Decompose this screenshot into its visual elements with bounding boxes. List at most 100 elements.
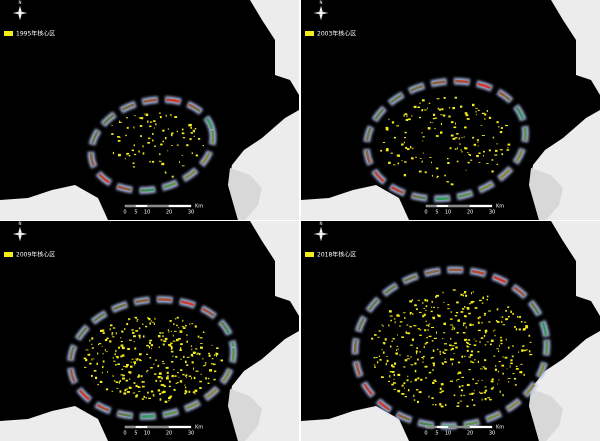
urban-patch (386, 356, 388, 357)
urban-patch (407, 332, 411, 335)
urban-patch (399, 321, 403, 323)
urban-patch (377, 336, 380, 338)
urban-patch (457, 372, 459, 375)
urban-patch (382, 325, 384, 327)
urban-patch (135, 384, 138, 387)
urban-patch (149, 322, 151, 325)
urban-patch (138, 327, 141, 330)
urban-patch (158, 160, 162, 162)
urban-patch (401, 336, 404, 338)
urban-patch (466, 307, 470, 310)
urban-patch (396, 349, 397, 351)
urban-patch (438, 108, 442, 111)
urban-patch (112, 151, 114, 155)
scale-segment (436, 425, 449, 429)
scale-segment (425, 204, 438, 208)
urban-patch (477, 145, 479, 147)
urban-patch (454, 342, 457, 345)
urban-patch (450, 358, 453, 361)
urban-patch (496, 348, 499, 350)
scale-label: 20 (467, 431, 473, 437)
legend-label: 2003年核心区 (317, 30, 356, 38)
urban-patch (431, 300, 433, 304)
urban-patch (453, 327, 456, 330)
urban-patch (410, 356, 412, 358)
urban-patch (152, 139, 154, 142)
urban-patch (473, 344, 477, 346)
scale-label: 0 (424, 210, 427, 216)
urban-patch (426, 336, 428, 339)
urban-patch (146, 353, 149, 355)
urban-patch (409, 313, 412, 315)
urban-patch (529, 353, 533, 356)
urban-patch (432, 117, 436, 120)
urban-patch (505, 319, 508, 321)
urban-patch (130, 361, 132, 363)
urban-patch (98, 343, 102, 345)
urban-patch (101, 329, 105, 332)
urban-patch (208, 354, 211, 357)
urban-patch (491, 159, 494, 161)
urban-patch (454, 148, 457, 150)
urban-patch (191, 323, 194, 325)
urban-patch (508, 381, 510, 383)
urban-patch (202, 358, 204, 360)
urban-patch (506, 149, 510, 151)
urban-patch (432, 369, 434, 371)
urban-patch (128, 155, 131, 157)
urban-patch (140, 375, 143, 378)
urban-patch (179, 380, 183, 383)
urban-patch (415, 156, 417, 158)
urban-patch (424, 171, 427, 174)
urban-patch (504, 356, 508, 359)
urban-patch (481, 321, 483, 324)
urban-patch (435, 135, 439, 137)
urban-patch (502, 324, 506, 326)
urban-patch (188, 375, 192, 377)
urban-patch (401, 393, 403, 395)
urban-patch (182, 319, 184, 322)
urban-patch (447, 308, 450, 310)
urban-patch (147, 370, 149, 372)
urban-patch (173, 388, 176, 391)
urban-patch (482, 366, 485, 368)
urban-patch (510, 362, 512, 364)
urban-patch (407, 375, 409, 378)
urban-patch (168, 385, 171, 388)
urban-patch (483, 155, 484, 157)
urban-patch (151, 160, 155, 163)
urban-patch (425, 377, 428, 379)
urban-patch (473, 143, 477, 146)
urban-patch (194, 389, 198, 392)
urban-patch (477, 351, 480, 353)
urban-patch (138, 391, 141, 392)
urban-patch (496, 163, 498, 166)
urban-patch (463, 322, 466, 325)
urban-patch (405, 146, 408, 149)
urban-patch (371, 337, 374, 340)
urban-patch (397, 389, 401, 393)
urban-patch (174, 116, 178, 118)
urban-patch (106, 337, 109, 340)
urban-patch (450, 337, 452, 340)
scale-label: 20 (166, 210, 172, 216)
scale-unit: Km (496, 425, 504, 431)
urban-patch (176, 324, 178, 327)
urban-patch (480, 124, 483, 126)
urban-patch (493, 355, 496, 357)
urban-patch (483, 314, 486, 316)
urban-patch (468, 369, 471, 371)
urban-patch (419, 334, 422, 336)
urban-patch (465, 326, 467, 329)
urban-patch (128, 339, 132, 341)
urban-patch (120, 374, 124, 376)
urban-patch (186, 340, 188, 343)
urban-patch (429, 157, 432, 158)
urban-patch (155, 359, 157, 361)
urban-patch (140, 135, 142, 137)
urban-patch (112, 336, 115, 338)
urban-patch (464, 147, 466, 150)
urban-patch (102, 365, 104, 369)
